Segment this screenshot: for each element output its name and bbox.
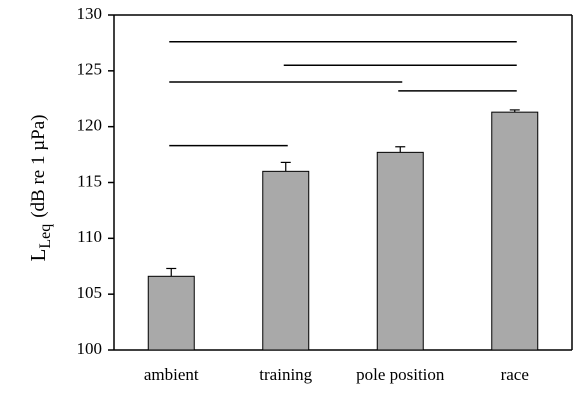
y-tick-label: 125 xyxy=(77,60,103,79)
y-tick-label: 120 xyxy=(77,116,103,135)
y-axis-label-units: (dB re 1 µPa) xyxy=(28,115,49,218)
y-tick-label: 130 xyxy=(77,4,103,23)
x-tick-label: training xyxy=(259,365,312,384)
x-tick-label: race xyxy=(501,365,529,384)
y-tick-label: 115 xyxy=(77,171,102,190)
x-tick-label: ambient xyxy=(144,365,199,384)
y-axis-label-main: L xyxy=(26,249,50,262)
bar xyxy=(376,151,424,351)
y-axis-label-subscript: Leq xyxy=(37,224,54,249)
y-tick-label: 105 xyxy=(77,283,103,302)
svg-text:LLeq(dB re 1 µPa): LLeq (dB re 1 µPa) xyxy=(26,115,54,262)
y-tick-label: 110 xyxy=(77,227,102,246)
bar xyxy=(147,275,195,351)
x-tick-label: pole position xyxy=(356,365,445,384)
bar xyxy=(491,111,539,351)
y-axis-label: LLeq (dB re 1 µPa) xyxy=(26,115,54,262)
plot-area: 100 105 110 115 120 125 130 ambient training pole… xyxy=(77,4,573,384)
bar xyxy=(262,170,310,351)
y-tick-label: 100 xyxy=(77,339,103,358)
